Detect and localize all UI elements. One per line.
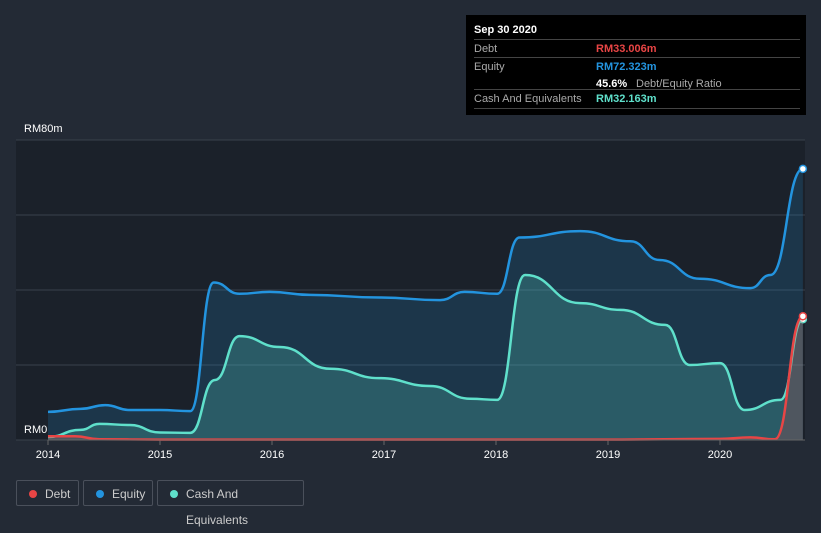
legend-debt[interactable]: Debt <box>16 480 79 506</box>
x-tick-label: 2018 <box>484 449 508 461</box>
x-tick-label: 2019 <box>596 449 620 461</box>
x-tick-label: 2020 <box>708 449 732 461</box>
cash-label: Cash And Equivalents <box>474 93 582 105</box>
x-tick-label: 2014 <box>36 449 60 461</box>
area-cash-and-equivalents <box>48 275 803 440</box>
line-equity <box>47 167 804 414</box>
legend-label: Equity <box>112 487 146 501</box>
legend-cash[interactable]: Cash And Equivalents <box>157 480 304 527</box>
equity-value: RM72.323m <box>596 61 657 73</box>
legend-label: Debt <box>45 487 71 501</box>
tooltip-date: Sep 30 2020 <box>474 24 537 36</box>
area-equity <box>48 168 803 440</box>
equity-label: Equity <box>474 61 505 73</box>
debt-value: RM33.006m <box>596 43 657 55</box>
end-marker-equity <box>798 164 808 174</box>
cash-dot-icon <box>170 490 178 498</box>
x-tick-label: 2015 <box>148 449 172 461</box>
x-tick-label: 2016 <box>260 449 284 461</box>
legend-label: Cash And Equivalents <box>186 487 249 527</box>
x-tick-label: 2017 <box>372 449 396 461</box>
legend-equity[interactable]: Equity <box>83 480 153 506</box>
line-cash-and-equivalents <box>47 273 804 439</box>
tooltip: Sep 30 2020 Debt RM33.006m Equity RM72.323… <box>466 15 806 115</box>
ratio-value: 45.6% <box>596 78 628 90</box>
debt-equity-chart: RM80m RM0 2014 2015 2016 2017 2018 2019 2020 <box>16 123 808 461</box>
y-tick-label: RM0 <box>24 424 47 436</box>
ratio-label: Debt/Equity Ratio <box>636 78 722 90</box>
debt-dot-icon <box>29 490 37 498</box>
debt-label: Debt <box>474 43 498 55</box>
equity-dot-icon <box>96 490 104 498</box>
y-tick-label: RM80m <box>24 123 63 135</box>
cash-value: RM32.163m <box>596 93 657 105</box>
end-marker-debt <box>798 312 808 321</box>
